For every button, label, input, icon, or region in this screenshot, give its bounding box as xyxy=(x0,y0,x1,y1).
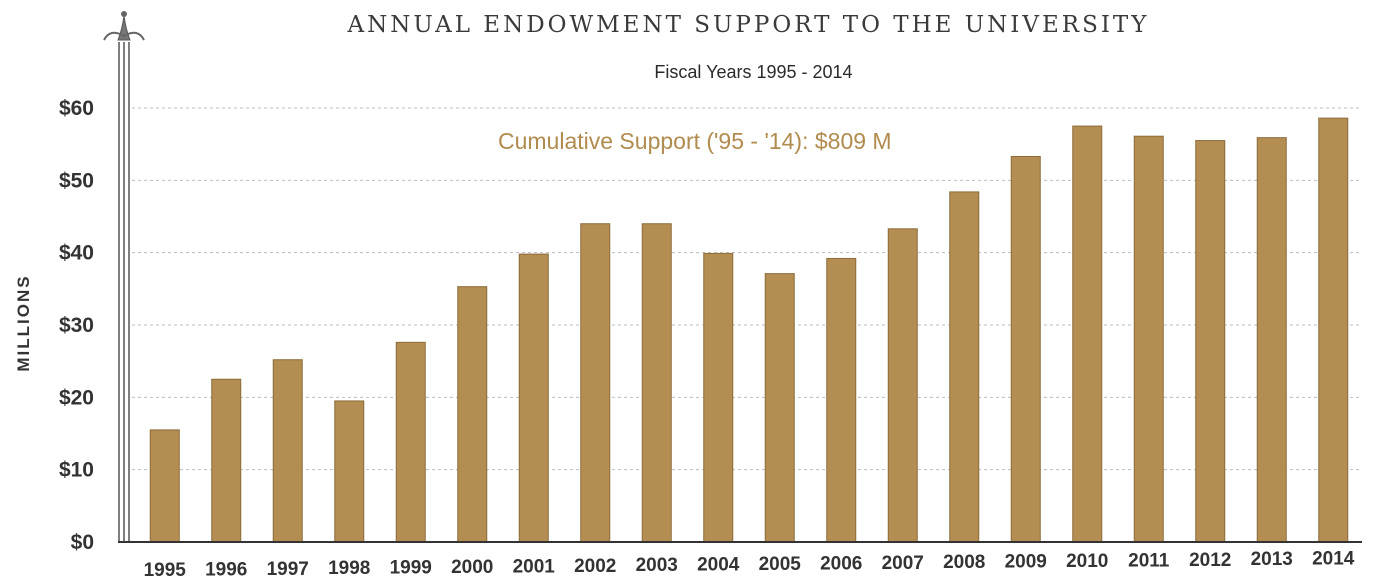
bar-1997 xyxy=(272,359,303,543)
bar-2013 xyxy=(1256,137,1287,543)
x-tick-label: 2013 xyxy=(1251,549,1293,570)
x-tick-label: 2012 xyxy=(1189,550,1231,571)
bar-1995 xyxy=(149,429,180,543)
x-tick-label: 2010 xyxy=(1066,551,1108,572)
x-tick-label: 2000 xyxy=(451,557,493,578)
x-tick-label: 1996 xyxy=(205,559,247,580)
x-tick-label: 2011 xyxy=(1128,550,1170,571)
y-tick-label: $50 xyxy=(59,169,94,192)
x-tick-label: 1999 xyxy=(390,558,432,579)
bar-2008 xyxy=(949,191,980,543)
column-ornament xyxy=(103,11,145,542)
y-tick-label: $20 xyxy=(59,386,94,409)
x-tick-label: 1997 xyxy=(267,559,309,580)
bar-2014 xyxy=(1318,117,1349,543)
y-tick-label: $40 xyxy=(59,242,94,265)
x-tick-label: 1998 xyxy=(328,558,370,579)
y-tick-label: $10 xyxy=(59,459,94,482)
bar-1999 xyxy=(395,341,426,543)
x-tick-label: 2014 xyxy=(1312,549,1355,570)
bar-2004 xyxy=(703,252,734,543)
x-tick-label: 2004 xyxy=(697,555,740,576)
cumulative-annotation: Cumulative Support ('95 - '14): $809 M xyxy=(498,128,892,154)
bar-2005 xyxy=(764,273,795,543)
x-tick-label: 2002 xyxy=(574,556,616,577)
bar-2002 xyxy=(580,223,611,543)
bar-2010 xyxy=(1072,125,1103,543)
bar-1998 xyxy=(334,400,365,543)
bar-2006 xyxy=(826,257,857,543)
bar-2009 xyxy=(1010,155,1041,543)
bar-2003 xyxy=(641,223,672,543)
bar-1996 xyxy=(211,378,242,543)
bar-2011 xyxy=(1133,135,1164,543)
chart-title: ANNUAL ENDOWMENT SUPPORT TO THE UNIVERSI… xyxy=(347,12,1150,38)
bars xyxy=(149,117,1349,543)
x-tick-label: 2008 xyxy=(943,552,985,573)
chart-subtitle: Fiscal Years 1995 - 2014 xyxy=(654,62,853,82)
y-tick-label: $30 xyxy=(59,314,94,337)
y-tick-label: $0 xyxy=(71,531,94,554)
x-tick-label: 2006 xyxy=(820,553,862,574)
bar-2012 xyxy=(1195,140,1226,543)
x-axis-labels: 1995 1996 1997 1998 1999 2000 2001 2002 2003 2004… xyxy=(144,549,1355,581)
grid-lines xyxy=(132,107,1362,471)
x-tick-label: 2003 xyxy=(636,555,678,576)
x-tick-label: 2001 xyxy=(513,556,556,577)
x-tick-label: 2007 xyxy=(882,553,924,574)
bar-2001 xyxy=(518,253,549,543)
y-axis-ticks: $0 $10 $20 $30 $40 $50 $60 xyxy=(59,97,94,554)
x-tick-label: 1995 xyxy=(144,560,187,581)
bar-2007 xyxy=(887,228,918,543)
bar-2000 xyxy=(457,286,488,543)
y-tick-label: $60 xyxy=(59,97,94,120)
x-tick-label: 2009 xyxy=(1005,552,1047,573)
x-tick-label: 2005 xyxy=(759,554,802,575)
